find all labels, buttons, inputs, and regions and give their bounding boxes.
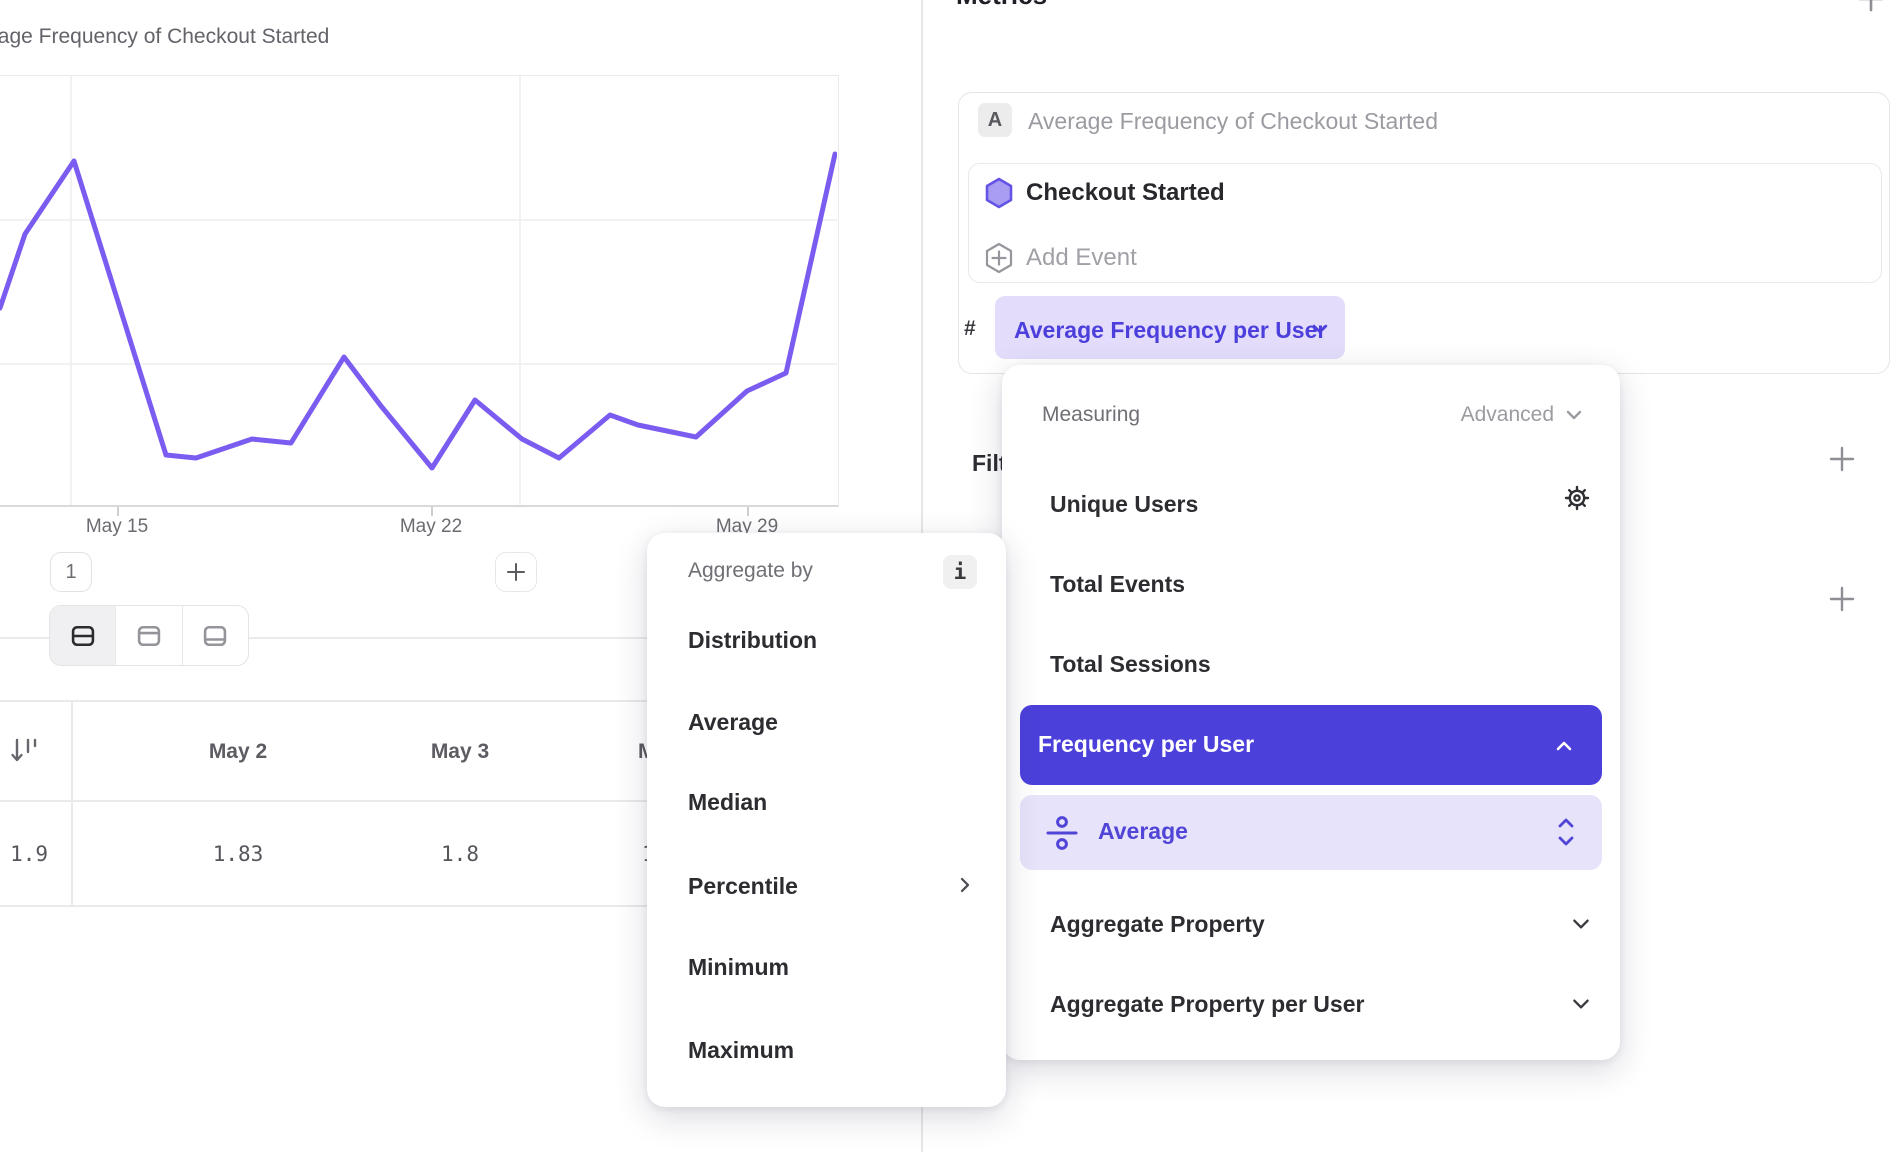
menu-item-total-sessions[interactable]: Total Sessions <box>1050 651 1211 677</box>
menu-item-average[interactable]: Average <box>688 709 778 735</box>
line-chart[interactable] <box>0 75 839 507</box>
menu-item-percentile[interactable]: Percentile <box>688 873 798 899</box>
menu-item-total-events[interactable]: Total Events <box>1050 571 1186 597</box>
table-cell: 1.9 <box>10 842 48 866</box>
x-axis-label: May 22 <box>399 516 463 537</box>
divide-icon <box>1042 813 1082 853</box>
menu-item-aggregate-property[interactable]: Aggregate Property <box>1050 911 1265 937</box>
view-toggle-header-top[interactable] <box>116 606 183 665</box>
x-axis-tick <box>431 507 433 516</box>
table-border <box>0 800 921 802</box>
menu-item-median[interactable]: Median <box>688 789 768 815</box>
hexagon-icon <box>985 177 1013 209</box>
add-event-button[interactable] <box>982 241 1016 275</box>
table-header-may-2[interactable]: May 2 <box>208 740 268 763</box>
chevron-down-icon <box>1570 993 1592 1015</box>
table-cell: 1.8 <box>441 842 479 866</box>
measure-chip-label[interactable]: Average Frequency per User <box>1014 317 1327 343</box>
advanced-toggle[interactable]: Advanced <box>1461 403 1584 427</box>
x-axis-tick <box>747 507 749 516</box>
footer-bottom-view-icon <box>204 625 227 646</box>
add-filter-button[interactable] <box>1828 445 1856 473</box>
table-border <box>0 905 921 907</box>
plus-icon <box>507 563 525 581</box>
menu-item-unique-users[interactable]: Unique Users <box>1050 491 1199 517</box>
chevron-down-icon <box>1310 319 1330 339</box>
view-toggle-split-rows[interactable] <box>50 606 117 665</box>
event-name[interactable]: Checkout Started <box>1026 179 1225 206</box>
table-cell: 1.83 <box>212 842 264 866</box>
menu-item-distribution[interactable]: Distribution <box>688 627 818 653</box>
event-card <box>968 163 1882 283</box>
aggregate-by-popup: Aggregate by i Distribution Average Medi… <box>647 533 1006 1107</box>
info-button[interactable]: i <box>943 555 977 589</box>
metric-badge-letter: A <box>987 108 1003 131</box>
measuring-popup: Measuring Advanced Unique Users Total Ev… <box>1002 365 1620 1060</box>
menu-item-minimum[interactable]: Minimum <box>688 954 789 980</box>
unique-users-settings-button[interactable] <box>1562 483 1592 513</box>
metric-title-input[interactable]: Average Frequency of Checkout Started <box>1028 108 1438 134</box>
table-border <box>0 700 921 702</box>
selected-option-label: Frequency per User <box>1038 731 1255 757</box>
info-icon: i <box>953 560 967 584</box>
chevron-down-icon <box>1566 410 1582 420</box>
chart-gridlines <box>0 76 837 505</box>
add-breakdown-button[interactable] <box>1828 585 1856 613</box>
add-event-label[interactable]: Add Event <box>1026 244 1137 271</box>
chevron-down-icon <box>1570 913 1592 935</box>
metrics-heading-clipped: Metrics <box>956 0 1047 11</box>
sort-button[interactable] <box>8 734 42 768</box>
x-axis-tick <box>117 507 119 516</box>
menu-item-maximum[interactable]: Maximum <box>688 1037 795 1063</box>
view-toggle-footer-bottom[interactable] <box>183 606 248 665</box>
sub-option-label: Average <box>1098 818 1188 844</box>
header-top-view-icon <box>137 625 161 646</box>
page-indicator-button[interactable]: 1 <box>50 552 92 592</box>
view-toggle <box>49 605 249 666</box>
measure-type-prefix: # <box>964 317 976 340</box>
table-header-may-3[interactable]: May 3 <box>430 740 490 763</box>
measuring-popup-header: Measuring <box>1042 403 1141 426</box>
metric-badge: A <box>978 103 1012 137</box>
table-column-separator <box>71 700 73 905</box>
aggregate-popup-header: Aggregate by <box>688 559 813 582</box>
plus-icon <box>1829 446 1855 472</box>
plus-icon <box>1829 586 1855 612</box>
chart-title: Average Frequency of Checkout Started <box>0 25 330 48</box>
chart-series-checkout-started <box>0 151 837 471</box>
menu-item-average-sub-option[interactable]: Average <box>1020 795 1602 870</box>
section-divider <box>0 637 921 639</box>
gear-icon <box>1564 485 1590 511</box>
add-metric-button[interactable] <box>495 552 537 592</box>
measure-chip[interactable] <box>995 296 1345 359</box>
page-indicator-label: 1 <box>65 560 77 583</box>
event-row[interactable] <box>982 176 1016 210</box>
x-axis-label: May 15 <box>85 516 149 537</box>
plus-icon <box>1859 0 1883 12</box>
advanced-label: Advanced <box>1460 403 1554 426</box>
chevron-right-icon <box>955 875 975 895</box>
x-axis-label: May 29 <box>715 516 779 537</box>
menu-item-aggregate-property-per-user[interactable]: Aggregate Property per User <box>1050 991 1365 1017</box>
chevron-up-icon <box>1554 736 1574 756</box>
hexagon-plus-icon <box>985 242 1013 274</box>
split-rows-view-icon <box>71 625 94 646</box>
sort-arrows-icon <box>1556 813 1576 851</box>
sort-icon <box>11 738 37 762</box>
menu-item-frequency-per-user-selected[interactable]: Frequency per User <box>1020 705 1602 785</box>
add-section-button-clipped[interactable] <box>1856 0 1886 14</box>
